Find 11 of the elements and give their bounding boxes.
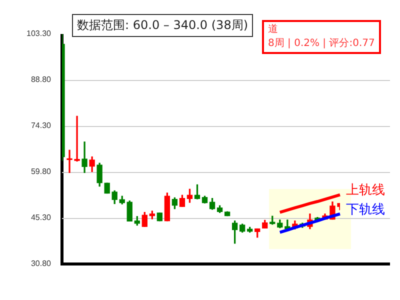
annotation: 道 (268, 23, 279, 37)
y-tick-label: 74.30 (30, 121, 52, 130)
y-tick-label: 30.80 (30, 259, 52, 268)
text: 数据范围: 60.0 – 340.0 (38周) (72, 14, 254, 37)
y-tick-label: 59.80 (30, 167, 52, 176)
annotation: 8周 | 0.2% | 评分:0.77 (268, 37, 375, 51)
y-tick-label: 103.30 (26, 29, 52, 38)
series-label: 下轨线 (346, 202, 385, 218)
y-tick-label: 45.30 (30, 213, 52, 222)
y-tick-label: 88.80 (30, 75, 52, 84)
series-label: 上轨线 (346, 183, 385, 198)
